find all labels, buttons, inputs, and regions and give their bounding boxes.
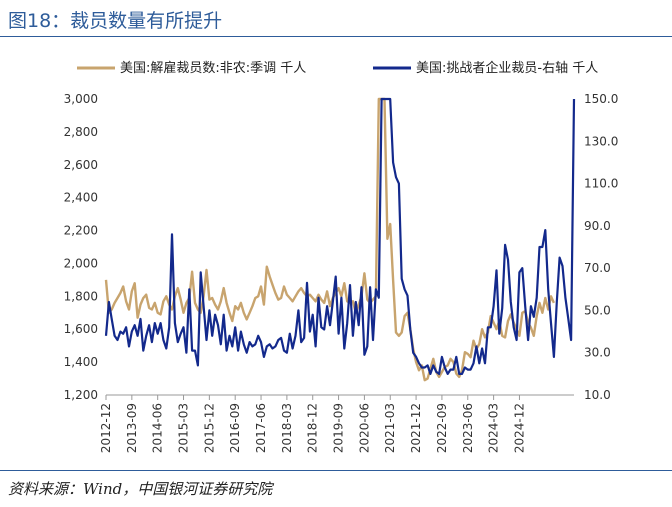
x-tick-label: 2024-03 <box>487 403 501 453</box>
right-tick-label: 50.0 <box>584 303 611 317</box>
left-tick-label: 2,000 <box>64 256 98 270</box>
x-tick-label: 2015-03 <box>177 403 191 453</box>
right-tick-label: 130.0 <box>584 134 618 148</box>
x-tick-label: 2020-06 <box>357 403 371 453</box>
source-rule <box>0 470 672 471</box>
right-tick-label: 90.0 <box>584 219 611 233</box>
legend-label-navy: 美国:挑战者企业裁员-右轴 千人 <box>416 60 598 76</box>
x-tick-label: 2018-03 <box>280 403 294 453</box>
x-tick-label: 2023-06 <box>461 403 475 453</box>
source-note: 资料来源：Wind，中国银河证券研究院 <box>8 480 273 498</box>
left-tick-label: 2,800 <box>64 125 98 139</box>
x-tick-label: 2021-12 <box>409 403 423 453</box>
series-line-challenger <box>104 97 576 375</box>
legend-label-tan: 美国:解雇裁员数:非农:季调 千人 <box>120 60 306 76</box>
right-tick-label: 110.0 <box>584 177 618 191</box>
figure-title: 图18：裁员数量有所提升 <box>8 10 223 32</box>
title-rule <box>0 36 672 37</box>
x-tick-label: 2017-06 <box>254 403 268 453</box>
x-tick-label: 2016-09 <box>228 403 242 453</box>
left-axis: 1,200 1,400 1,600 1,800 2,000 2,200 2,400 2,600… <box>64 92 98 402</box>
x-axis: 2012-12 2013-09 2014-06 2015-03 2015-12 2016-… <box>99 395 526 453</box>
left-tick-label: 1,400 <box>64 355 98 369</box>
x-tick-label: 2013-09 <box>125 403 139 453</box>
right-tick-label: 30.0 <box>584 346 611 360</box>
left-tick-label: 1,800 <box>64 289 98 303</box>
x-tick-label: 2021-03 <box>383 403 397 453</box>
x-tick-label: 2024-12 <box>512 403 526 453</box>
left-tick-label: 2,600 <box>64 158 98 172</box>
right-tick-label: 70.0 <box>584 261 611 275</box>
left-tick-label: 1,200 <box>64 388 98 402</box>
chart: 美国:解雇裁员数:非农:季调 千人 美国:挑战者企业裁员-右轴 千人 1,200… <box>64 60 619 453</box>
x-tick-label: 2015-12 <box>202 403 216 453</box>
right-axis: 10.0 30.0 50.0 70.0 90.0 110.0 130.0 150.0 <box>584 92 618 402</box>
x-tick-label: 2022-09 <box>435 403 449 453</box>
left-tick-label: 2,200 <box>64 224 98 238</box>
series-line-layoffs <box>104 97 555 382</box>
x-tick-label: 2014-06 <box>151 403 165 453</box>
left-tick-label: 2,400 <box>64 191 98 205</box>
x-tick-label: 2012-12 <box>99 403 113 453</box>
left-tick-label: 3,000 <box>64 92 98 106</box>
x-tick-label: 2019-09 <box>332 403 346 453</box>
right-tick-label: 150.0 <box>584 92 618 106</box>
x-tick-label: 2018-12 <box>306 403 320 453</box>
right-tick-label: 10.0 <box>584 388 611 402</box>
legend: 美国:解雇裁员数:非农:季调 千人 美国:挑战者企业裁员-右轴 千人 <box>77 60 598 76</box>
left-tick-label: 1,600 <box>64 322 98 336</box>
series-layer <box>104 97 576 382</box>
